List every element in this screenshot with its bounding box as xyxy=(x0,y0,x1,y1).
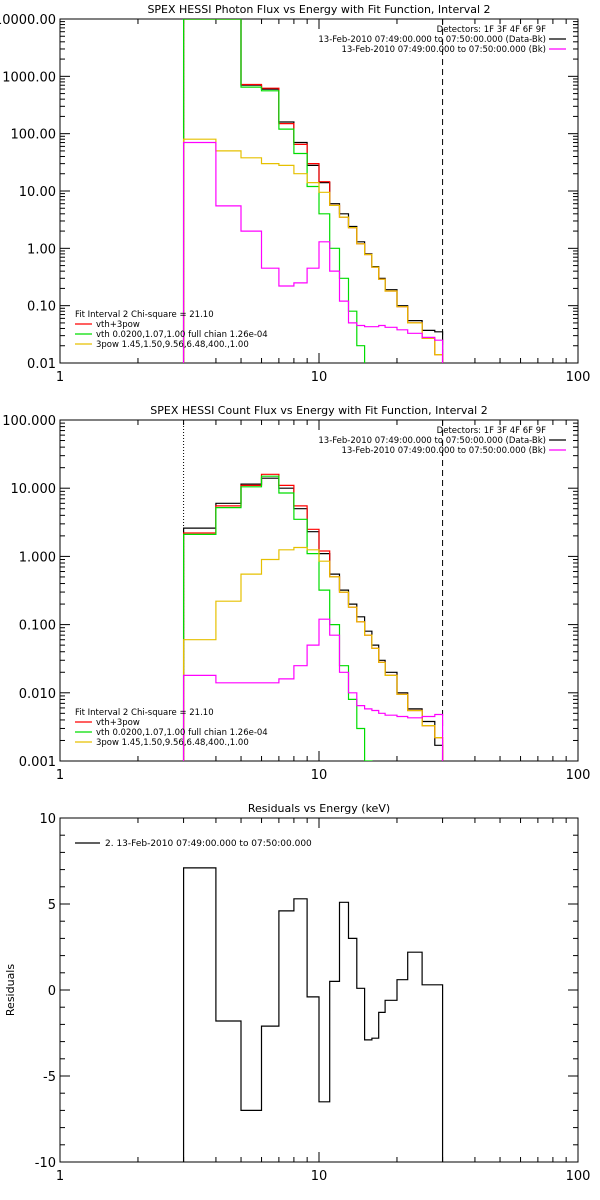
series-2-line xyxy=(182,867,444,1162)
x-tick-label: 100 xyxy=(566,1169,591,1184)
y-tick-label: 100.000 xyxy=(2,414,56,429)
chart-panel-1: SPEX HESSI Photon Flux vs Energy with Fi… xyxy=(0,3,590,385)
y-tick-label: -10 xyxy=(35,1156,56,1171)
series-3pow-line xyxy=(182,138,444,363)
series-13feb2010-line xyxy=(182,618,444,761)
legend-entry: 3pow 1.45,1.50,9.56,6.48,400.,1.00 xyxy=(96,340,249,350)
y-tick-label: 100.00 xyxy=(11,128,57,143)
x-tick-label: 100 xyxy=(566,768,591,783)
legend-entry: vth+3pow xyxy=(96,320,140,330)
header-line: 13-Feb-2010 07:49:00.000 to 07:50:00.000… xyxy=(341,45,546,55)
y-tick-label: -5 xyxy=(43,1070,56,1085)
y-tick-label: 0.01 xyxy=(27,357,56,372)
plot-area xyxy=(182,420,444,761)
y-axis: 0.001 0.010 0.100 1.000 10.000 100.000 xyxy=(2,414,578,770)
chart-title: Residuals vs Energy (keV) xyxy=(248,802,390,815)
x-axis: 1 10 100 xyxy=(56,818,591,1184)
plot-area xyxy=(182,867,444,1162)
y-tick-label: 1.000 xyxy=(19,550,56,565)
series-data-bk-line xyxy=(182,477,444,761)
header-line: Detectors: 1F 3F 4F 6F 9F xyxy=(437,25,546,35)
x-tick-label: 100 xyxy=(566,370,591,385)
y-tick-label: 1000.00 xyxy=(2,70,56,85)
y-tick-label: 0.001 xyxy=(19,755,56,770)
y-tick-label: 10000.00 xyxy=(0,13,56,28)
y-axis: 0.01 0.10 1.00 10.00 100.00 1000.00 10000.00 xyxy=(0,13,578,372)
y-axis-label: Residuals xyxy=(4,964,17,1016)
legend-entry: vth 0.0200,1.07,1.00 full chian 1.26e-04 xyxy=(96,728,268,738)
x-tick-label: 10 xyxy=(311,1169,328,1184)
residual-legend: 2. 13-Feb-2010 07:49:00.000 to 07:50:00.… xyxy=(75,839,312,849)
header-line: 13-Feb-2010 07:49:00.000 to 07:50:00.000… xyxy=(318,35,546,45)
y-tick-label: 10 xyxy=(39,812,56,827)
y-tick-label: 5 xyxy=(48,898,56,913)
series-vth+3pow-line xyxy=(182,473,444,761)
series-vth-line xyxy=(182,19,444,363)
y-tick-label: 0 xyxy=(48,984,56,999)
series-3pow-line xyxy=(182,546,444,761)
legend-entry: 3pow 1.45,1.50,9.56,6.48,400.,1.00 xyxy=(96,738,249,748)
series-vth+3pow-line xyxy=(182,19,444,363)
y-tick-label: 0.100 xyxy=(19,619,56,634)
y-tick-label: 0.10 xyxy=(27,300,56,315)
fit-legend: Fit Interval 2 Chi-square = 21.10vth+3po… xyxy=(75,708,268,748)
series-vth-line xyxy=(182,475,444,761)
legend-title: Fit Interval 2 Chi-square = 21.10 xyxy=(75,708,214,718)
x-tick-label: 1 xyxy=(56,768,64,783)
header-line: Detectors: 1F 3F 4F 6F 9F xyxy=(437,426,546,436)
x-axis: 1 10 100 xyxy=(56,420,591,783)
legend-entry: vth 0.0200,1.07,1.00 full chian 1.26e-04 xyxy=(96,330,268,340)
legend-title: Fit Interval 2 Chi-square = 21.10 xyxy=(75,310,214,320)
x-tick-label: 10 xyxy=(311,768,328,783)
y-axis: -10 -5 0 5 10 xyxy=(35,812,578,1171)
chart-title: SPEX HESSI Photon Flux vs Energy with Fi… xyxy=(147,3,490,16)
legend-entry: vth+3pow xyxy=(96,718,140,728)
legend-entry: 2. 13-Feb-2010 07:49:00.000 to 07:50:00.… xyxy=(105,839,312,849)
series-13feb2010-line xyxy=(182,141,444,363)
plot-area xyxy=(182,19,444,363)
x-tick-label: 10 xyxy=(311,370,328,385)
x-tick-label: 1 xyxy=(56,1169,64,1184)
x-tick-label: 1 xyxy=(56,370,64,385)
y-tick-label: 10.000 xyxy=(11,482,57,497)
plot-frame xyxy=(59,817,579,1163)
y-tick-label: 10.00 xyxy=(19,185,56,200)
fit-legend: Fit Interval 2 Chi-square = 21.10vth+3po… xyxy=(75,310,268,350)
y-tick-label: 1.00 xyxy=(27,242,56,257)
header-line: 13-Feb-2010 07:49:00.000 to 07:50:00.000… xyxy=(341,446,546,456)
chart-panel-2: SPEX HESSI Count Flux vs Energy with Fit… xyxy=(2,404,590,783)
header-line: 13-Feb-2010 07:49:00.000 to 07:50:00.000… xyxy=(318,436,546,446)
series-data-bk-line xyxy=(182,19,444,363)
chart-title: SPEX HESSI Count Flux vs Energy with Fit… xyxy=(150,404,487,417)
y-tick-label: 0.010 xyxy=(19,687,56,702)
